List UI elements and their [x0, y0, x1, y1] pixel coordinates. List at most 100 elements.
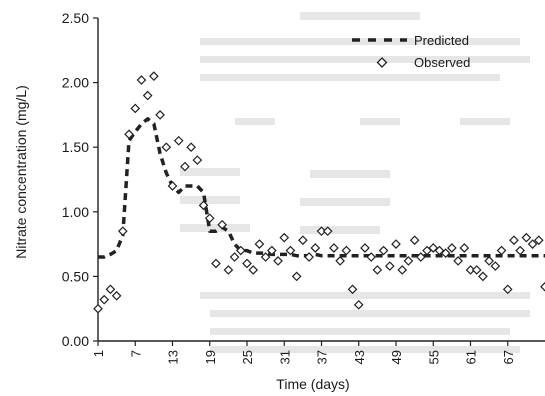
observed-point — [384, 261, 395, 271]
observed-point — [453, 256, 463, 266]
observed-point — [254, 239, 265, 249]
observed-point — [136, 75, 147, 85]
observed-point — [142, 90, 153, 101]
observed-point — [329, 243, 339, 253]
y-tick-label: 1.00 — [62, 204, 89, 220]
observed-point — [155, 110, 165, 120]
observed-point — [204, 213, 215, 224]
observed-point — [372, 265, 383, 275]
y-tick-label: 0.00 — [62, 333, 89, 349]
observed-point — [192, 155, 203, 165]
legend-observed-marker — [376, 57, 388, 68]
y-tick-label: 1.50 — [62, 139, 89, 155]
x-tick-label: 61 — [464, 350, 479, 364]
observed-series — [93, 71, 545, 314]
legend-predicted-label: Predicted — [414, 33, 469, 48]
x-tick-label: 19 — [203, 350, 218, 364]
x-tick-label: 43 — [352, 350, 367, 364]
observed-point — [266, 245, 277, 256]
observed-point — [149, 71, 159, 81]
x-tick-label: 31 — [277, 350, 292, 364]
x-ticks: 1 7 13 19 25 31 37 43 49 55 61 67 — [91, 341, 516, 364]
observed-point — [527, 239, 538, 249]
observed-point — [397, 265, 408, 275]
observed-point — [198, 200, 209, 211]
observed-point — [93, 303, 103, 314]
observed-point — [440, 248, 451, 258]
observed-point — [509, 235, 519, 246]
x-tick-label: 55 — [426, 350, 441, 364]
observed-point — [459, 243, 470, 253]
x-tick-label: 1 — [91, 350, 106, 357]
observed-point — [167, 181, 178, 191]
observed-point — [105, 284, 116, 295]
observed-point — [447, 243, 457, 253]
observed-point — [223, 265, 234, 275]
observed-point — [291, 271, 302, 282]
observed-point — [490, 261, 501, 271]
legend-observed-label: Observed — [414, 55, 470, 70]
x-axis-label: Time (days) — [276, 376, 349, 392]
y-tick-label: 0.50 — [62, 268, 89, 284]
observed-point — [186, 142, 196, 153]
observed-point — [180, 161, 190, 172]
observed-point — [347, 284, 358, 295]
y-axis-label: Nitrate concentration (mg/L) — [13, 85, 29, 259]
observed-point — [521, 232, 532, 243]
observed-point — [310, 243, 321, 253]
x-tick-label: 25 — [240, 350, 255, 364]
y-tick-label: 2.50 — [62, 10, 89, 26]
observed-point — [173, 135, 184, 146]
observed-point — [471, 265, 482, 275]
observed-point — [316, 226, 327, 237]
observed-point — [484, 256, 494, 266]
observed-point — [124, 129, 134, 140]
observed-point — [366, 252, 377, 262]
x-tick-label: 49 — [389, 350, 404, 364]
observed-point — [279, 232, 290, 243]
observed-point — [322, 226, 333, 237]
x-tick-label: 13 — [166, 350, 181, 364]
observed-point — [304, 252, 314, 262]
x-tick-label: 7 — [128, 350, 143, 357]
x-tick-label: 67 — [501, 350, 516, 364]
y-tick-label: 2.00 — [62, 75, 89, 91]
observed-point — [217, 219, 228, 230]
observed-point — [211, 258, 221, 269]
observed-point — [540, 281, 545, 292]
observed-point — [391, 239, 401, 249]
y-ticks: 0.00 0.50 1.00 1.50 2.00 2.50 — [62, 10, 98, 349]
observed-point — [248, 265, 259, 275]
observed-point — [260, 252, 271, 262]
observed-point — [161, 142, 172, 153]
observed-point — [235, 245, 246, 256]
axes — [97, 18, 545, 342]
observed-point — [496, 245, 507, 256]
observed-point — [415, 252, 426, 262]
predicted-series — [98, 117, 545, 259]
observed-point — [403, 256, 414, 266]
observed-point — [273, 256, 283, 266]
observed-point — [229, 252, 240, 262]
observed-point — [360, 243, 370, 253]
observed-point — [117, 226, 128, 237]
observed-point — [335, 256, 345, 266]
x-tick-label: 37 — [315, 350, 330, 364]
observed-point — [378, 245, 389, 256]
observed-point — [130, 103, 141, 114]
observed-point — [341, 245, 352, 256]
legend: Predicted Observed — [352, 33, 470, 70]
observed-point — [409, 235, 420, 246]
observed-point — [111, 290, 122, 301]
observed-point — [285, 245, 296, 256]
observed-point — [478, 271, 488, 282]
observed-point — [502, 284, 513, 295]
observed-point — [298, 235, 308, 246]
observed-point — [242, 258, 252, 269]
observed-point — [515, 245, 526, 256]
observed-point — [353, 299, 364, 310]
observed-point — [465, 265, 476, 275]
observed-point — [533, 235, 544, 246]
observed-point — [99, 294, 110, 305]
